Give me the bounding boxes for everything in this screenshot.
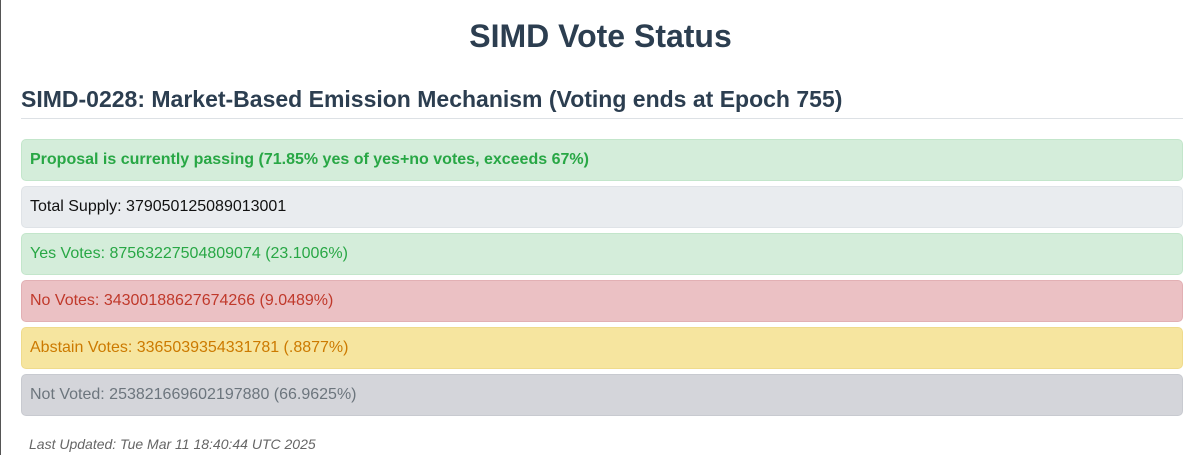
abstain-votes-row: Abstain Votes: 3365039354331781 (.8877%) (21, 327, 1183, 369)
page-title: SIMD Vote Status (469, 18, 732, 54)
proposal-heading: SIMD-0228: Market-Based Emission Mechani… (21, 86, 843, 112)
proposal-header: SIMD-0228: Market-Based Emission Mechani… (21, 84, 1183, 119)
last-updated-timestamp: Last Updated: Tue Mar 11 18:40:44 UTC 20… (29, 436, 316, 452)
proposal-status-banner: Proposal is currently passing (71.85% ye… (21, 139, 1183, 181)
yes-votes-row: Yes Votes: 87563227504809074 (23.1006%) (21, 233, 1183, 275)
no-votes-row: No Votes: 34300188627674266 (9.0489%) (21, 280, 1183, 322)
total-supply-row: Total Supply: 379050125089013001 (21, 186, 1183, 228)
not-voted-row: Not Voted: 253821669602197880 (66.9625%) (21, 374, 1183, 416)
vote-status-list: Proposal is currently passing (71.85% ye… (21, 139, 1183, 421)
